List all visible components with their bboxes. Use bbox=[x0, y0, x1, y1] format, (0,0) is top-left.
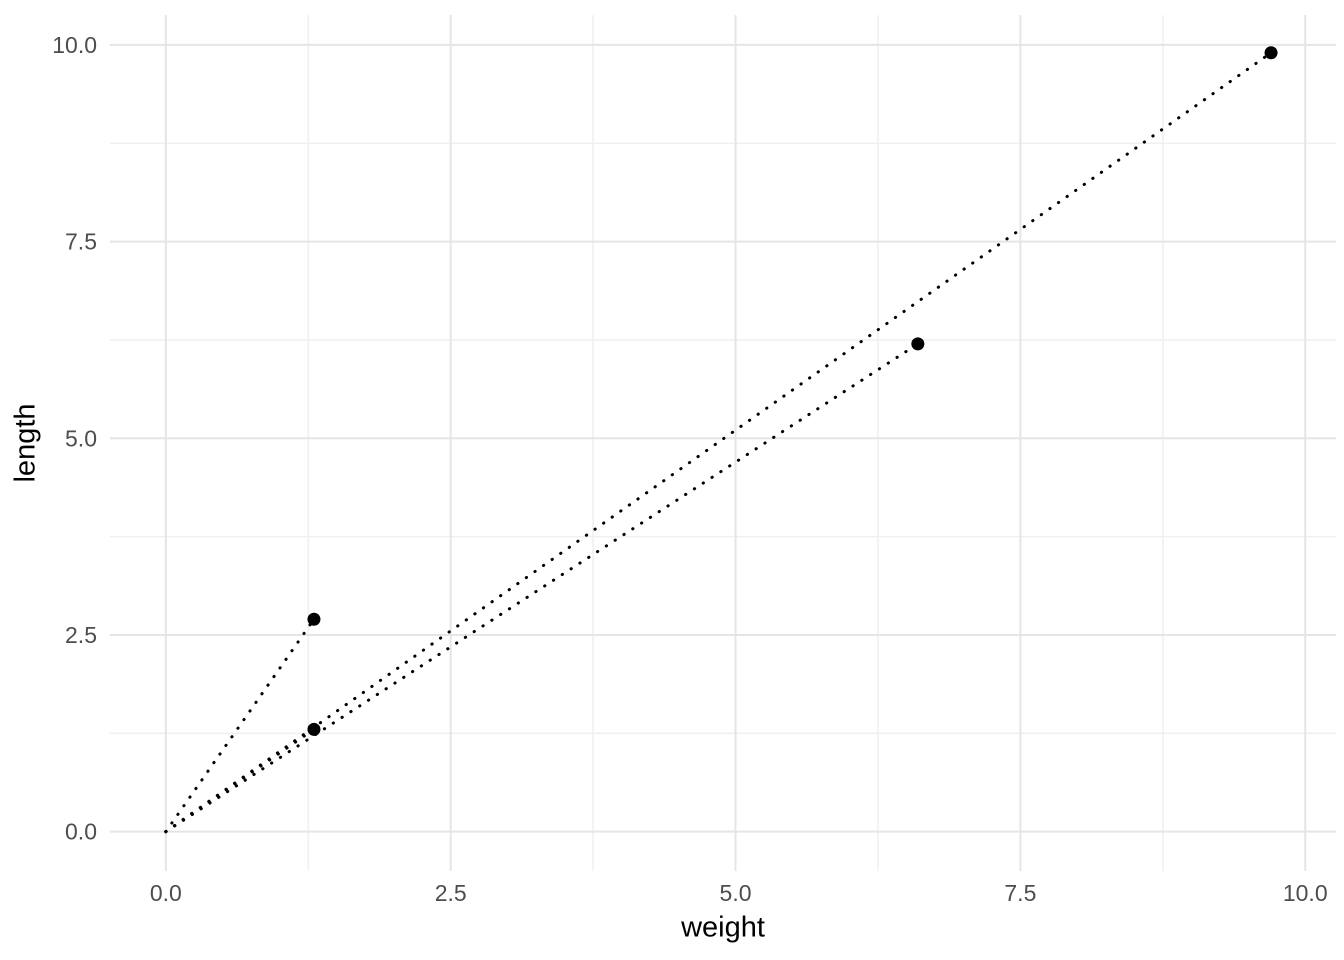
x-tick-label: 2.5 bbox=[435, 880, 467, 906]
y-tick-label: 0.0 bbox=[65, 819, 97, 845]
y-tick-label: 7.5 bbox=[65, 229, 97, 255]
x-tick-label: 10.0 bbox=[1283, 880, 1328, 906]
x-tick-label: 7.5 bbox=[1004, 880, 1036, 906]
x-tick-label: 5.0 bbox=[720, 880, 752, 906]
data-point bbox=[307, 612, 321, 626]
segment-line bbox=[164, 727, 316, 834]
y-tick-label: 2.5 bbox=[65, 622, 97, 648]
x-axis-title: weight bbox=[681, 911, 765, 944]
segment-line bbox=[164, 51, 1273, 834]
segment-line bbox=[164, 617, 316, 834]
y-axis-title: length bbox=[9, 403, 42, 483]
x-tick-label: 0.0 bbox=[150, 880, 182, 906]
y-tick-label: 10.0 bbox=[52, 32, 97, 58]
data-point bbox=[1264, 46, 1278, 60]
data-point bbox=[911, 337, 925, 351]
y-tick-label: 5.0 bbox=[65, 425, 97, 451]
segment-line bbox=[164, 342, 920, 834]
data-point bbox=[307, 722, 321, 736]
